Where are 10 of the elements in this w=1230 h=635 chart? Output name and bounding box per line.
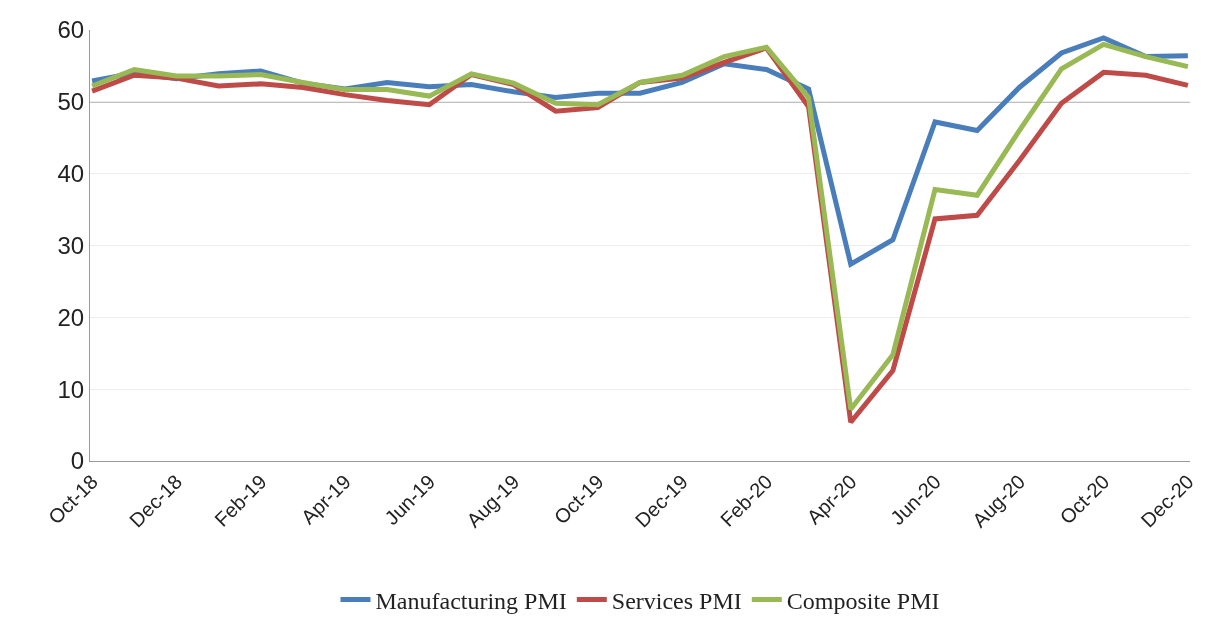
y-tick-label: 50: [57, 88, 85, 116]
y-tick-label: 0: [70, 447, 85, 475]
y-tick-label: 60: [57, 16, 85, 44]
legend-label: Services PMI: [611, 587, 742, 614]
y-tick-label: 40: [57, 160, 85, 188]
legend-label: Composite PMI: [786, 587, 940, 614]
y-tick-label: 10: [57, 375, 85, 403]
legend-label: Manufacturing PMI: [375, 587, 567, 614]
y-tick-label: 20: [57, 303, 85, 331]
y-tick-label: 30: [57, 231, 85, 259]
